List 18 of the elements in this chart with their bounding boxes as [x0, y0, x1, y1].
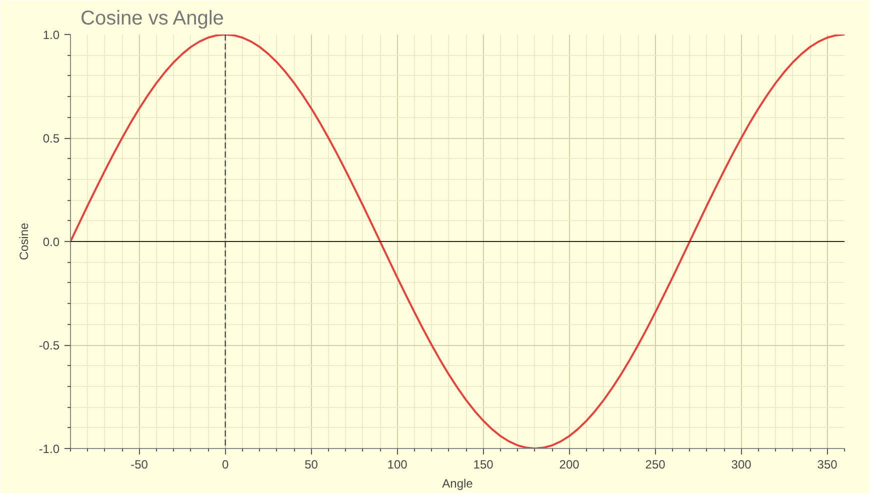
x-tick-label: 200 — [559, 458, 580, 472]
x-tick-label: 50 — [304, 458, 318, 472]
y-tick-label: -0.5 — [38, 338, 60, 352]
x-tick-label: 100 — [387, 458, 408, 472]
x-tick-label: 150 — [473, 458, 494, 472]
x-tick-label: 250 — [645, 458, 666, 472]
x-tick-label: 350 — [817, 458, 838, 472]
y-tick-label: 0.5 — [42, 132, 60, 146]
x-tick-label: 0 — [222, 458, 229, 472]
y-tick-label: 1.0 — [42, 28, 60, 42]
y-tick-label: 0.0 — [42, 235, 60, 249]
y-tick-label: -1.0 — [38, 442, 60, 456]
y-axis-title: Cosine — [16, 222, 31, 260]
x-axis-title: Angle — [442, 476, 474, 490]
x-tick-label: -50 — [130, 458, 148, 472]
x-tick-label: 300 — [731, 458, 752, 472]
line-series — [70, 34, 844, 448]
chart-title: Cosine vs Angle — [80, 8, 224, 30]
